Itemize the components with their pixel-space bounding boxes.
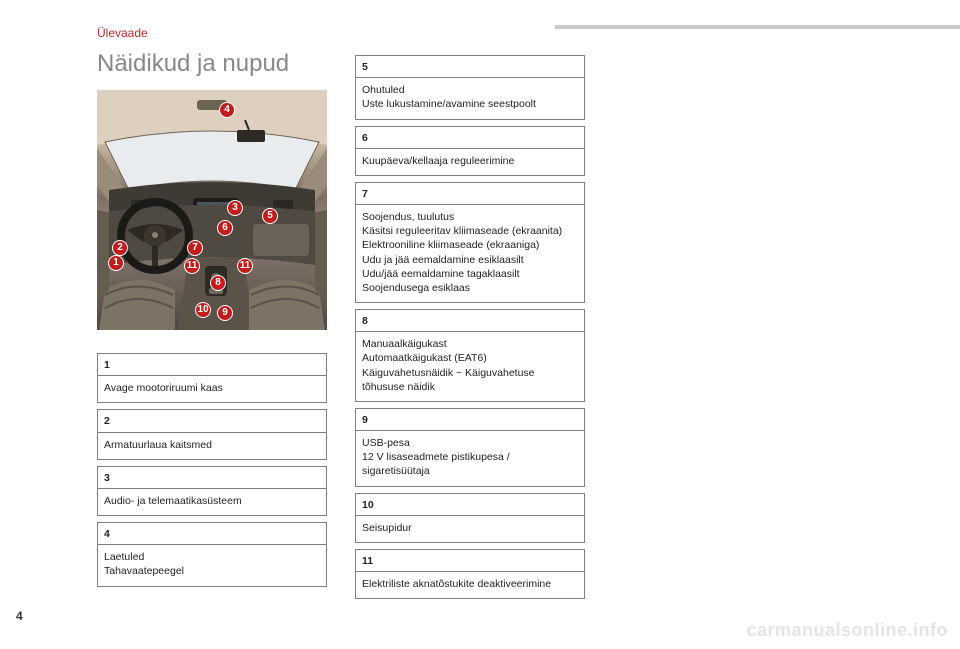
legend-body: Kuupäeva/kellaaja reguleerimine: [356, 149, 584, 175]
legend-line: Avage mootoriruumi kaas: [104, 381, 320, 395]
legend-line: Elektriliste aknatõstukite deaktiveerimi…: [362, 577, 578, 591]
legend-right-cell-11: 11 Elektriliste aknatõstukite deaktiveeri…: [355, 549, 585, 599]
legend-number: 7: [356, 183, 584, 205]
callout-5: 5: [262, 208, 278, 224]
header-divider: [555, 25, 960, 29]
legend-right-cell-10: 10 Seisupidur: [355, 493, 585, 543]
legend-line: Manuaalkäigukast: [362, 337, 578, 351]
legend-number: 9: [356, 409, 584, 431]
legend-right-cell-9: 9USB-pesa12 V lisaseadmete pistikupesa /…: [355, 408, 585, 487]
legend-number: 10: [356, 494, 584, 516]
legend-body: Seisupidur: [356, 516, 584, 542]
legend-line: Udu/jää eemaldamine tagaklaasilt: [362, 267, 578, 281]
legend-left-cell-4: 4LaetuledTahavaatepeegel: [97, 522, 327, 587]
callout-10: 10: [195, 302, 211, 318]
legend-number: 1: [98, 354, 326, 376]
legend-line: Elektrooniline kliimaseade (ekraaniga): [362, 238, 578, 252]
watermark: carmanualsonline.info: [746, 620, 948, 641]
callout-3: 3: [227, 200, 243, 216]
dashboard-diagram: 12 3 4 5 67 8 9 10 11 11: [97, 90, 327, 330]
legend-number: 8: [356, 310, 584, 332]
legend-body: LaetuledTahavaatepeegel: [98, 545, 326, 585]
legend-line: Tahavaatepeegel: [104, 564, 320, 578]
dashboard-svg: [97, 90, 327, 330]
legend-body: Armatuurlaua kaitsmed: [98, 433, 326, 459]
legend-line: Laetuled: [104, 550, 320, 564]
legend-body: Elektriliste aknatõstukite deaktiveerimi…: [356, 572, 584, 598]
callout-2: 2: [112, 240, 128, 256]
legend-line: Seisupidur: [362, 521, 578, 535]
legend-line: Uste lukustamine/avamine seestpoolt: [362, 97, 578, 111]
legend-line: Ohutuled: [362, 83, 578, 97]
callout-8: 8: [210, 275, 226, 291]
legend-line: Armatuurlaua kaitsmed: [104, 438, 320, 452]
section-label: Ülevaade: [97, 26, 148, 40]
callout-11: 11: [237, 258, 253, 274]
legend-body: Avage mootoriruumi kaas: [98, 376, 326, 402]
legend-left-cell-2: 2 Armatuurlaua kaitsmed: [97, 409, 327, 459]
legend-line: Soojendus, tuulutus: [362, 210, 578, 224]
legend-body: ManuaalkäigukastAutomaatkäigukast (EAT6)…: [356, 332, 584, 401]
legend-body: OhutuledUste lukustamine/avamine seestpo…: [356, 78, 584, 118]
callout-6: 6: [217, 220, 233, 236]
legend-line: Udu ja jää eemaldamine esiklaasilt: [362, 253, 578, 267]
legend-right-cell-8: 8ManuaalkäigukastAutomaatkäigukast (EAT6…: [355, 309, 585, 402]
legend-body: Audio- ja telemaatikasüsteem: [98, 489, 326, 515]
legend-left-cell-3: 3 Audio- ja telemaatikasüsteem: [97, 466, 327, 516]
legend-column-right: 5OhutuledUste lukustamine/avamine seestp…: [355, 55, 585, 605]
callout-4: 4: [219, 102, 235, 118]
legend-right-cell-5: 5OhutuledUste lukustamine/avamine seestp…: [355, 55, 585, 120]
legend-body: Soojendus, tuulutusKäsitsi reguleeritav …: [356, 205, 584, 302]
legend-column-left: 1 Avage mootoriruumi kaas 2 Armatuurlaua ka…: [97, 353, 327, 593]
legend-right-cell-6: 6 Kuupäeva/kellaaja reguleerimine: [355, 126, 585, 176]
page-number: 4: [16, 609, 23, 623]
callout-7: 7: [187, 240, 203, 256]
legend-line: USB-pesa: [362, 436, 578, 450]
legend-left-cell-1: 1 Avage mootoriruumi kaas: [97, 353, 327, 403]
callout-1: 1: [108, 255, 124, 271]
legend-number: 5: [356, 56, 584, 78]
legend-line: Käiguvahetusnäidik ~ Käiguvahetuse tõhus…: [362, 366, 578, 394]
legend-body: USB-pesa12 V lisaseadmete pistikupesa / …: [356, 431, 584, 486]
legend-number: 11: [356, 550, 584, 572]
legend-line: 12 V lisaseadmete pistikupesa / sigareti…: [362, 450, 578, 478]
legend-line: Soojendusega esiklaas: [362, 281, 578, 295]
legend-right-cell-7: 7Soojendus, tuulutusKäsitsi reguleeritav…: [355, 182, 585, 303]
legend-line: Audio- ja telemaatikasüsteem: [104, 494, 320, 508]
legend-line: Automaatkäigukast (EAT6): [362, 351, 578, 365]
legend-line: Käsitsi reguleeritav kliimaseade (ekraan…: [362, 224, 578, 238]
legend-number: 4: [98, 523, 326, 545]
page-title: Näidikud ja nupud: [97, 50, 289, 78]
legend-number: 2: [98, 410, 326, 432]
legend-number: 3: [98, 467, 326, 489]
legend-line: Kuupäeva/kellaaja reguleerimine: [362, 154, 578, 168]
legend-number: 6: [356, 127, 584, 149]
callout-9: 9: [217, 305, 233, 321]
callout-11: 11: [184, 258, 200, 274]
